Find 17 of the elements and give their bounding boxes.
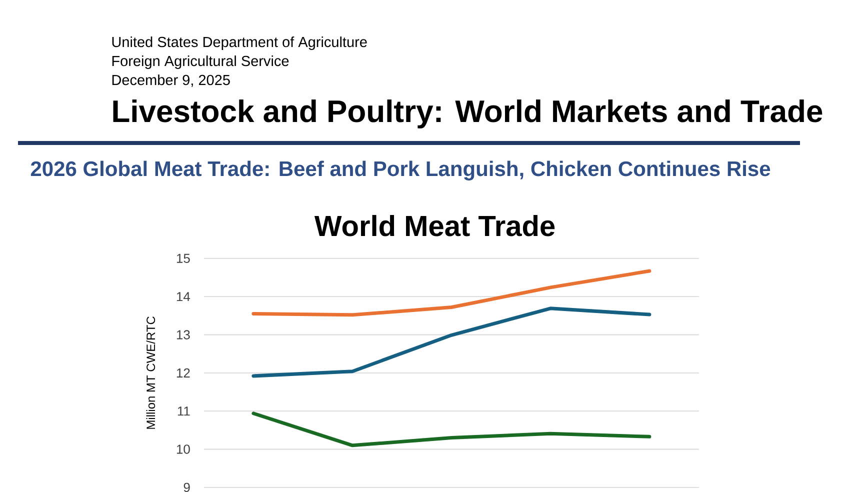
- y-tick-label: 9: [184, 482, 190, 492]
- text: December 9, 2025: [112, 74, 230, 87]
- chart-title: World Meat Trade: [314, 214, 555, 236]
- line-series: [252, 412, 652, 448]
- text: Livestock and Poultry: World Markets and Trade: [113, 100, 822, 128]
- chart-subtitle: 2026 Global Meat Trade: Beef and Pork Languish, Chicken Continues Rise: [30, 160, 770, 180]
- y-tick-label: 12: [176, 368, 190, 378]
- y-tick-label: 15: [176, 254, 190, 263]
- y-tick-label: 10: [176, 444, 190, 454]
- line-series: [252, 306, 652, 378]
- text: Foreign Agricultural Service: [112, 55, 289, 69]
- y-tick-label: 11: [178, 406, 190, 416]
- text: United States Department of Agriculture: [112, 36, 367, 50]
- y-axis-title: Million MT CWE/RTC: [146, 316, 156, 429]
- y-tick-label: 14: [176, 292, 190, 302]
- y-tick-label: 13: [176, 330, 190, 340]
- line-series: [252, 269, 652, 317]
